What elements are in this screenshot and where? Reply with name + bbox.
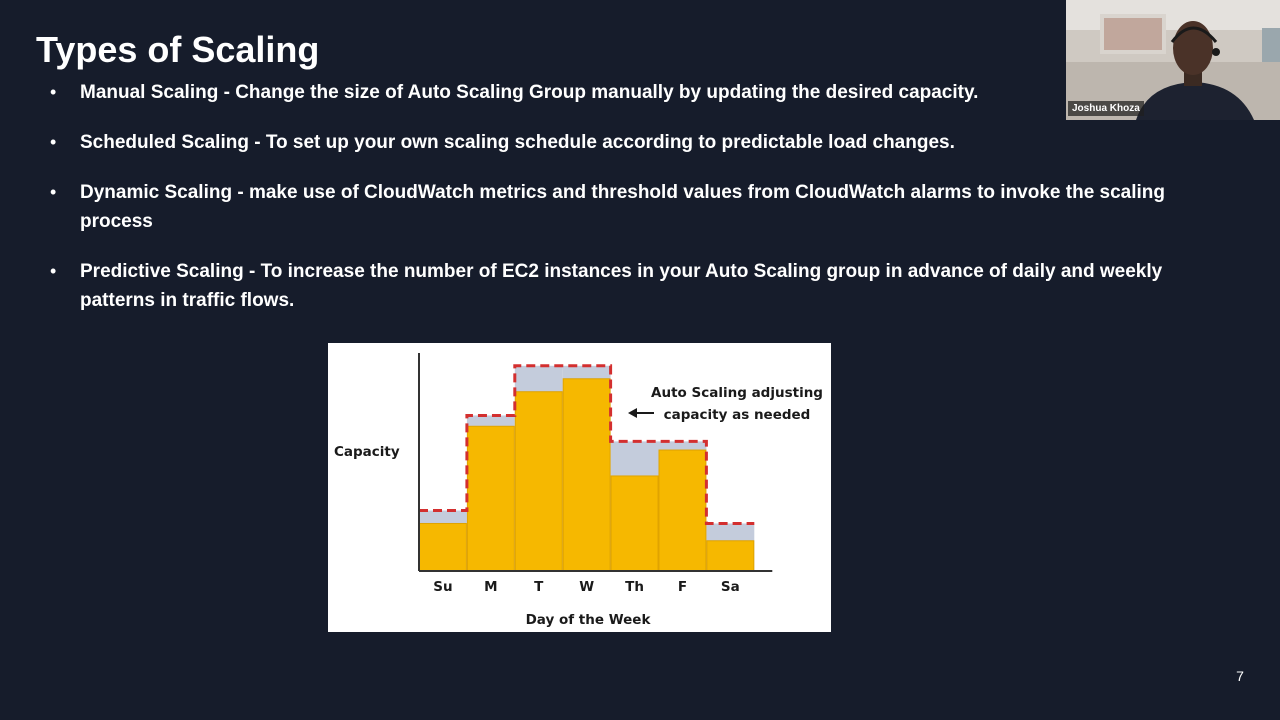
bullet-text: Manual Scaling - Change the size of Auto… (80, 82, 979, 103)
annotation-line-1: Auto Scaling adjusting (651, 385, 823, 401)
bullet-dynamic-scaling: • Dynamic Scaling - make use of CloudWat… (50, 178, 1210, 236)
presenter-name-tag: Joshua Khoza (1068, 101, 1144, 116)
bullet-text: Dynamic Scaling - make use of CloudWatch… (80, 182, 1166, 232)
bullet-marker: • (50, 182, 57, 202)
bar-Th (610, 475, 659, 572)
slide-number: 7 (1236, 668, 1244, 684)
bar-Sa (706, 540, 755, 572)
annotation: Auto Scaling adjusting capacity as neede… (628, 385, 823, 423)
axis-layer: Su M T W Th F Sa (418, 353, 773, 595)
bar-M (466, 425, 515, 572)
annotation-line-2: capacity as needed (664, 407, 811, 423)
x-tick-label: Th (625, 579, 644, 595)
bullet-marker: • (50, 82, 57, 102)
x-tick-label: M (484, 579, 497, 595)
x-axis-label: Day of the Week (526, 612, 652, 628)
bar-layer (419, 378, 755, 572)
capacity-line-layer (419, 364, 755, 525)
annotation-arrow-icon (628, 408, 654, 418)
capacity-step-line (419, 364, 755, 525)
bullet-marker: • (50, 132, 57, 152)
x-tick-label: W (579, 579, 594, 595)
bullet-list: • Manual Scaling - Change the size of Au… (50, 78, 1210, 336)
x-tick-label: F (678, 579, 687, 595)
bullet-predictive-scaling: • Predictive Scaling - To increase the n… (50, 257, 1210, 315)
bullet-text: Predictive Scaling - To increase the num… (80, 261, 1163, 311)
slide-title: Types of Scaling (36, 29, 320, 70)
x-tick-label: Su (433, 579, 452, 595)
bar-W (562, 378, 611, 572)
presenter-video-icon (1066, 0, 1280, 120)
presenter-webcam: Joshua Khoza (1066, 0, 1280, 120)
bullet-manual-scaling: • Manual Scaling - Change the size of Au… (50, 78, 1210, 107)
x-tick-label: Sa (721, 579, 740, 595)
capacity-chart: Su M T W Th F Sa Capacity Day of the Week Auto… (328, 343, 831, 632)
bar-Su (419, 522, 467, 572)
bullet-marker: • (50, 261, 57, 281)
bar-F (658, 449, 707, 572)
bar-T (514, 391, 563, 572)
y-axis-label: Capacity (334, 444, 400, 460)
capacity-chart-svg: Su M T W Th F Sa Capacity Day of the Week Auto… (334, 353, 823, 628)
bullet-text: Scheduled Scaling - To set up your own s… (80, 132, 955, 153)
bullet-scheduled-scaling: • Scheduled Scaling - To set up your own… (50, 128, 1210, 157)
x-tick-label: T (534, 579, 544, 595)
